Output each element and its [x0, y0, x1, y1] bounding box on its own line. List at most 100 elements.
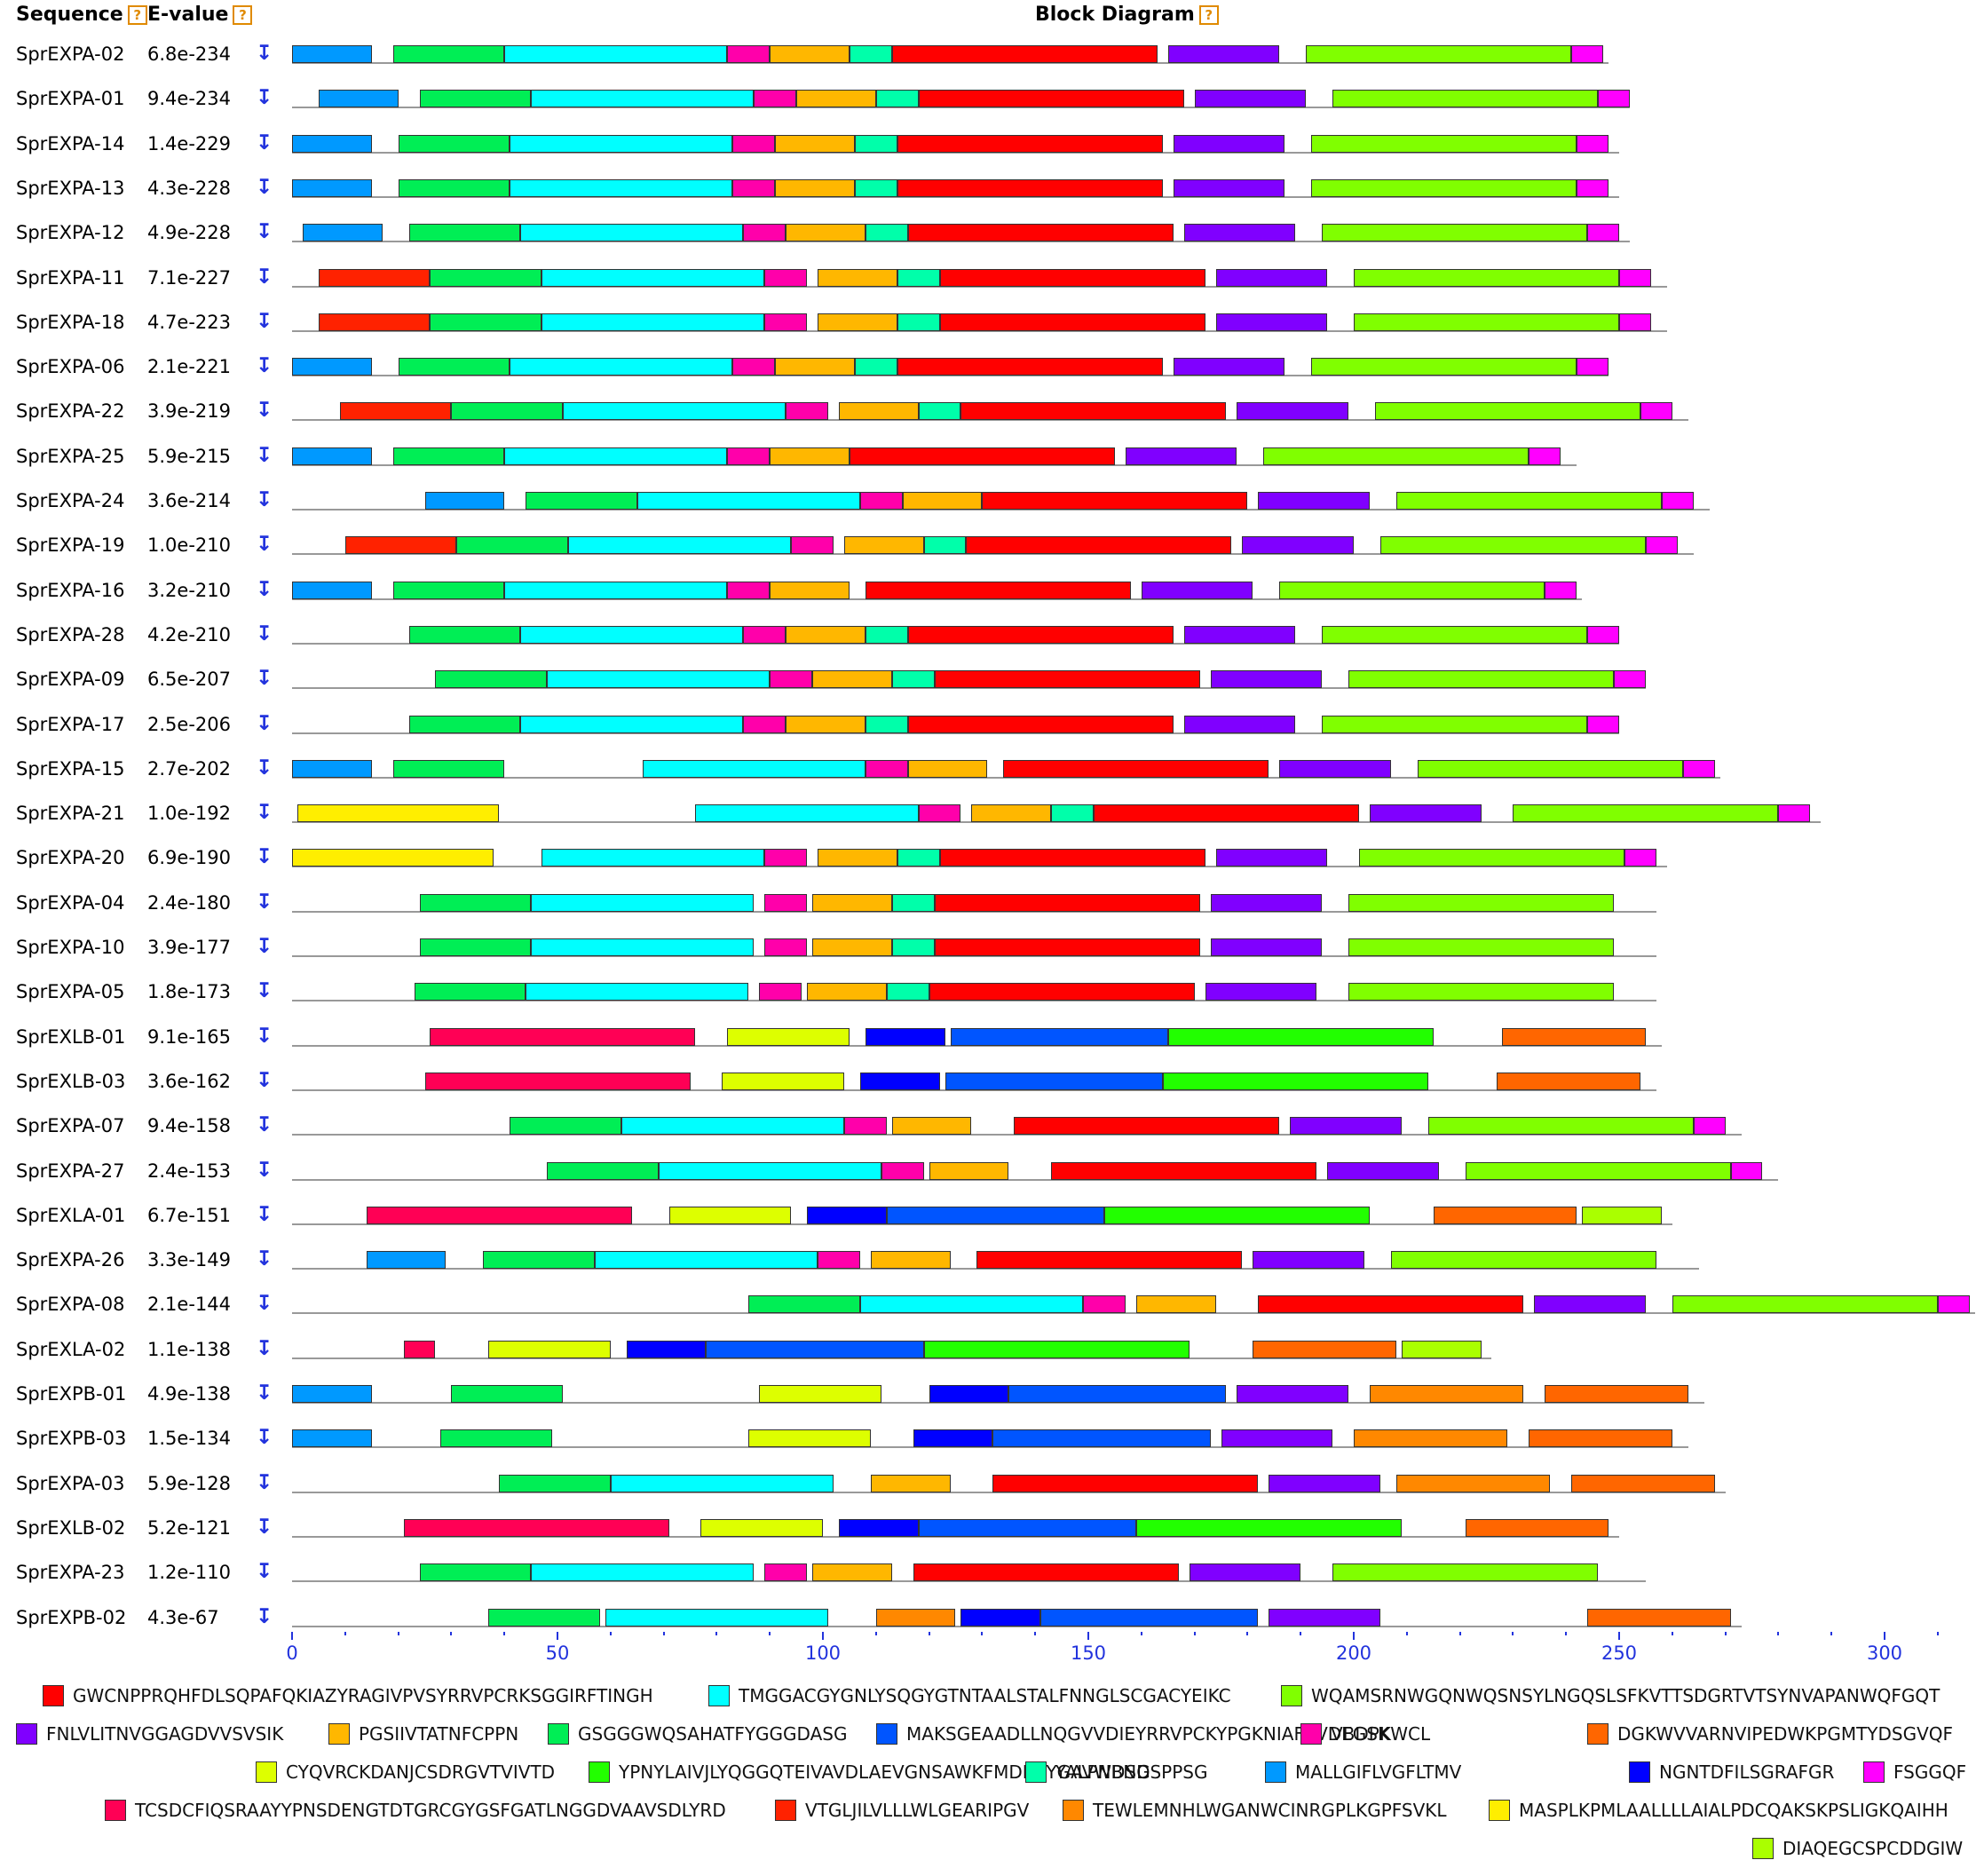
- motif-block-16[interactable]: [366, 1206, 632, 1224]
- motif-block-5[interactable]: [1135, 1295, 1216, 1314]
- motif-block-13[interactable]: [366, 1251, 447, 1270]
- motif-block-2[interactable]: [562, 402, 786, 421]
- motif-block-4[interactable]: [1269, 1474, 1380, 1492]
- motif-block-15[interactable]: [1577, 358, 1609, 376]
- help-icon[interactable]: ?: [1198, 5, 1219, 25]
- motif-block-13[interactable]: [292, 1385, 372, 1403]
- motif-block-12[interactable]: [865, 224, 908, 242]
- motif-block-10[interactable]: [748, 1429, 871, 1448]
- motif-block-4[interactable]: [1242, 536, 1354, 555]
- motif-block-8[interactable]: [764, 313, 808, 331]
- help-icon[interactable]: ?: [127, 5, 147, 25]
- motif-block-6[interactable]: [451, 402, 563, 421]
- motif-block-6[interactable]: [419, 1563, 532, 1582]
- motif-block-5[interactable]: [902, 492, 983, 510]
- motif-block-3[interactable]: [1513, 804, 1779, 823]
- motif-block-2[interactable]: [526, 983, 749, 1001]
- motif-block-8[interactable]: [791, 536, 834, 555]
- motif-block-17[interactable]: [318, 268, 431, 287]
- legend-item[interactable]: MASPLKPMLAALLLLAIALPDCQAKSKPSLIGKQAIHH: [1489, 1800, 1948, 1821]
- motif-block-3[interactable]: [1263, 447, 1529, 465]
- motif-block-14[interactable]: [838, 1518, 919, 1537]
- motif-block-9[interactable]: [1502, 1027, 1646, 1046]
- motif-block-4[interactable]: [1327, 1161, 1439, 1180]
- download-icon[interactable]: ↧: [256, 131, 273, 154]
- motif-block-2[interactable]: [610, 1474, 834, 1492]
- motif-block-1[interactable]: [897, 134, 1163, 153]
- motif-block-1[interactable]: [1014, 1117, 1280, 1136]
- motif-block-6[interactable]: [414, 983, 526, 1001]
- download-icon[interactable]: ↧: [256, 533, 273, 557]
- motif-block-15[interactable]: [1587, 625, 1619, 644]
- motif-block-1[interactable]: [939, 268, 1205, 287]
- motif-block-6[interactable]: [435, 670, 548, 689]
- motif-block-14[interactable]: [960, 1608, 1041, 1627]
- motif-block-3[interactable]: [1374, 402, 1640, 421]
- motif-block-4[interactable]: [1290, 1117, 1402, 1136]
- motif-block-15[interactable]: [1693, 1117, 1726, 1136]
- download-icon[interactable]: ↧: [256, 1068, 273, 1092]
- motif-block-11[interactable]: [1103, 1206, 1370, 1224]
- motif-block-13[interactable]: [292, 447, 372, 465]
- motif-block-5[interactable]: [870, 1474, 951, 1492]
- motif-block-2[interactable]: [520, 625, 744, 644]
- motif-block-5[interactable]: [907, 759, 988, 778]
- motif-block-5[interactable]: [818, 313, 897, 331]
- download-icon[interactable]: ↧: [256, 265, 273, 289]
- download-icon[interactable]: ↧: [256, 1604, 273, 1628]
- motif-block-6[interactable]: [430, 268, 542, 287]
- download-icon[interactable]: ↧: [256, 1202, 273, 1226]
- motif-block-6[interactable]: [419, 938, 532, 956]
- motif-block-12[interactable]: [854, 358, 897, 376]
- motif-block-1[interactable]: [891, 45, 1158, 63]
- motif-block-3[interactable]: [1311, 358, 1577, 376]
- motif-block-8[interactable]: [818, 1251, 860, 1270]
- motif-block-2[interactable]: [541, 268, 765, 287]
- motif-block-11[interactable]: [1135, 1518, 1402, 1537]
- motif-block-14[interactable]: [913, 1429, 993, 1448]
- motif-block-4[interactable]: [1258, 492, 1370, 510]
- motif-block-13[interactable]: [424, 492, 505, 510]
- motif-block-8[interactable]: [754, 90, 797, 108]
- motif-block-5[interactable]: [775, 358, 855, 376]
- motif-block-14[interactable]: [865, 1027, 945, 1046]
- motif-block-12[interactable]: [891, 893, 935, 912]
- motif-block-4[interactable]: [1369, 804, 1482, 823]
- motif-block-13[interactable]: [292, 45, 372, 63]
- motif-block-8[interactable]: [743, 224, 786, 242]
- motif-block-12[interactable]: [897, 313, 940, 331]
- motif-block-4[interactable]: [1237, 402, 1349, 421]
- motif-block-17[interactable]: [339, 402, 452, 421]
- download-icon[interactable]: ↧: [256, 621, 273, 645]
- motif-block-15[interactable]: [1619, 313, 1651, 331]
- legend-item[interactable]: TCSDCFIQSRAAYYPNSDENGTDTGRCGYGSFGATLNGGD…: [105, 1800, 726, 1821]
- motif-block-1[interactable]: [939, 313, 1205, 331]
- motif-block-6[interactable]: [392, 581, 505, 599]
- motif-block-6[interactable]: [419, 90, 532, 108]
- motif-block-15[interactable]: [1571, 45, 1604, 63]
- motif-block-14[interactable]: [626, 1340, 707, 1358]
- motif-block-5[interactable]: [812, 1563, 892, 1582]
- motif-block-6[interactable]: [392, 45, 505, 63]
- motif-block-1[interactable]: [934, 938, 1200, 956]
- legend-item[interactable]: FNLVLITNVGGAGDVVSVSIK: [16, 1723, 283, 1745]
- motif-block-6[interactable]: [456, 536, 568, 555]
- motif-block-6[interactable]: [748, 1295, 860, 1314]
- motif-block-3[interactable]: [1379, 536, 1646, 555]
- motif-block-8[interactable]: [865, 759, 908, 778]
- motif-block-8[interactable]: [764, 849, 808, 867]
- download-icon[interactable]: ↧: [256, 488, 273, 511]
- motif-block-6[interactable]: [488, 1608, 600, 1627]
- motif-block-4[interactable]: [1210, 938, 1323, 956]
- motif-block-6[interactable]: [499, 1474, 611, 1492]
- motif-block-18[interactable]: [1354, 1429, 1508, 1448]
- motif-block-7[interactable]: [1008, 1385, 1227, 1403]
- motif-block-8[interactable]: [770, 670, 813, 689]
- motif-block-5[interactable]: [807, 983, 887, 1001]
- motif-block-3[interactable]: [1417, 759, 1683, 778]
- motif-block-4[interactable]: [1173, 178, 1285, 197]
- download-icon[interactable]: ↧: [256, 42, 273, 65]
- motif-block-5[interactable]: [775, 134, 855, 153]
- motif-block-4[interactable]: [1215, 313, 1328, 331]
- motif-block-1[interactable]: [934, 893, 1200, 912]
